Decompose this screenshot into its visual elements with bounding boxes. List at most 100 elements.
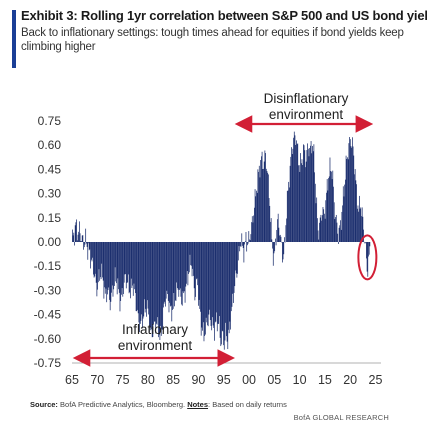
correlation-bar xyxy=(158,242,160,335)
correlation-bar xyxy=(317,218,318,242)
correlation-bar xyxy=(350,146,352,242)
correlation-bar xyxy=(183,242,185,294)
correlation-bar xyxy=(312,151,314,242)
correlation-bar xyxy=(310,141,312,242)
correlation-bar xyxy=(319,217,321,242)
correlation-bar xyxy=(261,151,263,242)
correlation-bar xyxy=(275,238,276,242)
correlation-bar xyxy=(206,242,208,323)
correlation-bar xyxy=(95,242,96,274)
correlation-bar xyxy=(293,137,294,242)
correlation-bar xyxy=(284,242,286,243)
correlation-bar xyxy=(163,242,164,308)
correlation-bar xyxy=(106,242,108,303)
correlation-bar xyxy=(121,242,122,295)
correlation-bar xyxy=(262,169,264,242)
correlation-bar xyxy=(170,242,172,306)
correlation-bar xyxy=(324,213,325,242)
correlation-bar xyxy=(159,242,161,341)
correlation-bar xyxy=(256,192,258,242)
correlation-bar xyxy=(90,242,92,260)
correlation-bar xyxy=(72,229,73,242)
correlation-bar xyxy=(150,242,152,331)
correlation-bar xyxy=(313,144,315,242)
correlation-bar xyxy=(300,163,302,242)
correlation-bar xyxy=(153,242,154,325)
correlation-bar xyxy=(223,242,224,346)
correlation-bar xyxy=(343,196,345,242)
source-text: BofA Predictive Analytics, Bloomberg. xyxy=(60,400,186,409)
correlation-bar xyxy=(240,242,242,247)
correlation-bar xyxy=(205,242,206,335)
inflationary-label: Inflationary xyxy=(122,322,188,337)
correlation-bar xyxy=(157,242,159,318)
notes-link[interactable]: Notes xyxy=(187,400,209,409)
correlation-bar xyxy=(222,242,224,332)
correlation-bar xyxy=(111,242,112,293)
correlation-bar xyxy=(212,242,214,326)
correlation-bar xyxy=(234,242,236,287)
correlation-bar xyxy=(261,156,262,242)
correlation-bar xyxy=(218,242,220,324)
correlation-bar xyxy=(345,179,346,242)
correlation-bar xyxy=(177,242,179,290)
correlation-bar xyxy=(271,239,273,242)
correlation-bar xyxy=(102,242,103,278)
correlation-bar xyxy=(174,242,175,307)
footer-source: Source: BofA Predictive Analytics, Bloom… xyxy=(30,400,287,409)
correlation-bar xyxy=(85,228,87,242)
correlation-bar xyxy=(351,147,353,242)
correlation-bar xyxy=(240,242,241,247)
correlation-bar xyxy=(312,145,313,242)
correlation-bar xyxy=(126,242,128,283)
x-tick-label: 85 xyxy=(166,373,180,387)
correlation-bar xyxy=(191,242,193,277)
correlation-bar xyxy=(342,205,343,242)
correlation-bar xyxy=(76,219,77,242)
correlation-bar xyxy=(194,242,196,301)
correlation-bar xyxy=(179,242,181,289)
correlation-bar xyxy=(345,155,347,242)
x-tick-label: 25 xyxy=(369,373,383,387)
correlation-bar xyxy=(366,242,367,259)
y-tick-label: -0.45 xyxy=(34,308,62,322)
correlation-bar xyxy=(73,232,75,242)
correlation-bar xyxy=(205,242,207,318)
correlation-bar xyxy=(116,242,117,284)
correlation-bar xyxy=(200,242,201,312)
correlation-bar xyxy=(86,242,88,247)
correlation-bar xyxy=(123,242,124,294)
correlation-bar xyxy=(204,242,206,336)
correlation-bar xyxy=(284,237,285,242)
correlation-bar xyxy=(76,240,78,242)
correlation-bar xyxy=(137,242,138,310)
correlation-bar xyxy=(308,156,310,242)
y-tick-label: -0.75 xyxy=(34,356,62,370)
correlation-bar xyxy=(328,176,330,242)
correlation-bar xyxy=(149,242,151,328)
correlation-bar xyxy=(88,242,89,244)
correlation-bar xyxy=(188,242,190,273)
correlation-bar xyxy=(133,242,135,284)
correlation-bar xyxy=(303,145,305,242)
correlation-bar xyxy=(233,242,234,303)
correlation-bar xyxy=(153,242,155,322)
correlation-bar xyxy=(251,222,252,242)
correlation-bar xyxy=(83,242,84,250)
correlation-bar xyxy=(257,169,259,242)
correlation-bar xyxy=(242,242,243,246)
correlation-bar xyxy=(214,242,216,323)
correlation-bar xyxy=(169,242,171,303)
correlation-bar xyxy=(98,242,100,270)
correlation-bar xyxy=(272,242,274,266)
correlation-bar xyxy=(91,242,93,262)
correlation-bar xyxy=(201,242,203,328)
correlation-bar xyxy=(202,242,204,323)
correlation-bar xyxy=(364,242,366,244)
correlation-bar xyxy=(229,242,231,322)
correlation-bar xyxy=(360,207,362,242)
correlation-bar xyxy=(75,222,77,242)
correlation-bar xyxy=(346,158,348,242)
correlation-bar xyxy=(237,242,239,261)
correlation-bar xyxy=(193,242,195,289)
